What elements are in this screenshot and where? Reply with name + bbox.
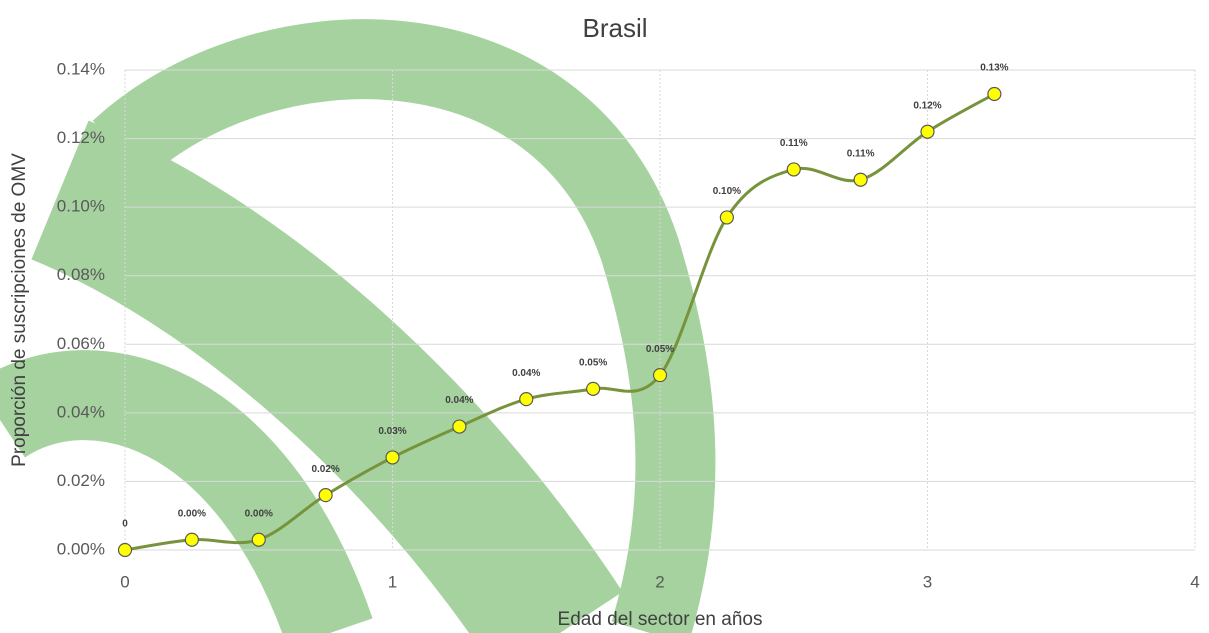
x-tick-label: 3: [923, 572, 932, 591]
x-axis-title: Edad del sector en años: [558, 609, 763, 630]
marker: [185, 533, 198, 546]
data-label: 0.11%: [780, 138, 808, 149]
x-tick-label: 1: [388, 572, 397, 591]
chart: 0.00% 0.02% 0.04% 0.06% 0.08% 0.10% 0.12% 0.14%…: [0, 0, 1209, 633]
marker: [988, 88, 1001, 101]
marker: [854, 173, 867, 186]
y-tick-label: 0.02%: [57, 471, 105, 490]
data-label: 0.12%: [913, 100, 941, 111]
data-label: 0.00%: [245, 508, 273, 519]
chart-title: Brasil: [582, 13, 647, 43]
data-label: 0.05%: [579, 357, 607, 368]
marker: [319, 489, 332, 502]
x-tick-label: 2: [655, 572, 664, 591]
marker: [720, 211, 733, 224]
x-tick-label: 4: [1190, 572, 1199, 591]
data-label: 0.11%: [847, 148, 875, 159]
y-tick-label: 0.14%: [57, 59, 105, 78]
y-tick-label: 0.04%: [57, 402, 105, 421]
marker: [252, 533, 265, 546]
data-label: 0.10%: [713, 186, 741, 197]
data-label: 0.00%: [178, 508, 206, 519]
marker: [119, 544, 132, 557]
data-label: 0.05%: [646, 344, 674, 355]
y-axis-title: Proporción de suscripciones de OMV: [9, 153, 30, 467]
y-tick-label: 0.06%: [57, 334, 105, 353]
marker: [787, 163, 800, 176]
y-tick-label: 0.10%: [57, 197, 105, 216]
data-label: 0: [122, 519, 128, 530]
y-tick-label: 0.00%: [57, 539, 105, 558]
y-tick-label: 0.12%: [57, 128, 105, 147]
marker: [654, 369, 667, 382]
x-tick-label: 0: [120, 572, 129, 591]
data-label: 0.13%: [980, 63, 1008, 74]
y-tick-label: 0.08%: [57, 265, 105, 284]
marker: [453, 420, 466, 433]
data-label: 0.03%: [378, 426, 406, 437]
data-label: 0.04%: [445, 395, 473, 406]
logo-arc-small: [0, 395, 330, 633]
marker: [921, 125, 934, 138]
data-label: 0.02%: [311, 464, 339, 475]
marker: [386, 451, 399, 464]
marker: [520, 393, 533, 406]
data-label: 0.04%: [512, 368, 540, 379]
marker: [587, 382, 600, 395]
